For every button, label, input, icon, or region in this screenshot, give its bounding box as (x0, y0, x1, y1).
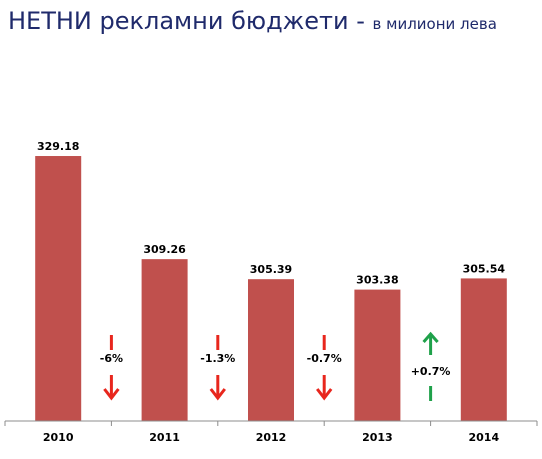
bar-2012 (248, 279, 294, 421)
change-indicator-2: -1.3% (200, 335, 235, 401)
bar-2014 (460, 278, 507, 421)
down-arrow-icon (103, 388, 120, 401)
data-label-2010: 329.18 (37, 140, 79, 153)
chart-title-main: НЕТНИ рекламни бюджети - (8, 7, 373, 35)
bars-group (35, 156, 507, 421)
chart-title-subtitle: в милиони лева (372, 15, 497, 33)
down-arrow-icon (209, 388, 226, 401)
x-tick-label-2013: 2013 (362, 431, 393, 444)
x-axis-tick-labels: 2010 2011 2012 2013 2014 (43, 431, 500, 444)
data-label-2014: 305.54 (463, 262, 506, 275)
chart-title: НЕТНИ рекламни бюджети - в милиони лева (8, 7, 497, 35)
bar-2013 (354, 289, 401, 421)
x-axis-ticks (4, 421, 538, 426)
change-indicator-4: +0.7% (411, 331, 451, 401)
data-label-2013: 303.38 (356, 274, 398, 287)
down-arrow-icon (316, 388, 333, 401)
change-label: -0.7% (307, 352, 342, 365)
change-indicator-3: -0.7% (307, 335, 342, 401)
value-labels-group: 329.18 309.26 305.39 303.38 305.54 (37, 140, 505, 287)
change-indicators: -6% -1.3% -0.7% +0.7% (100, 331, 451, 401)
data-label-2012: 305.39 (250, 263, 292, 276)
bar-2011 (141, 259, 188, 421)
data-label-2011: 309.26 (143, 243, 186, 256)
change-label: +0.7% (411, 365, 451, 378)
change-label: -6% (100, 352, 123, 365)
up-arrow-icon (422, 331, 439, 343)
x-tick-label-2014: 2014 (468, 431, 499, 444)
x-tick-label-2012: 2012 (256, 431, 287, 444)
bar-2010 (35, 156, 82, 421)
x-tick-label-2011: 2011 (149, 431, 180, 444)
x-axis: 2010 2011 2012 2013 2014 (4, 420, 538, 444)
change-label: -1.3% (200, 352, 235, 365)
x-tick-label-2010: 2010 (43, 431, 74, 444)
change-indicator-1: -6% (100, 335, 123, 401)
